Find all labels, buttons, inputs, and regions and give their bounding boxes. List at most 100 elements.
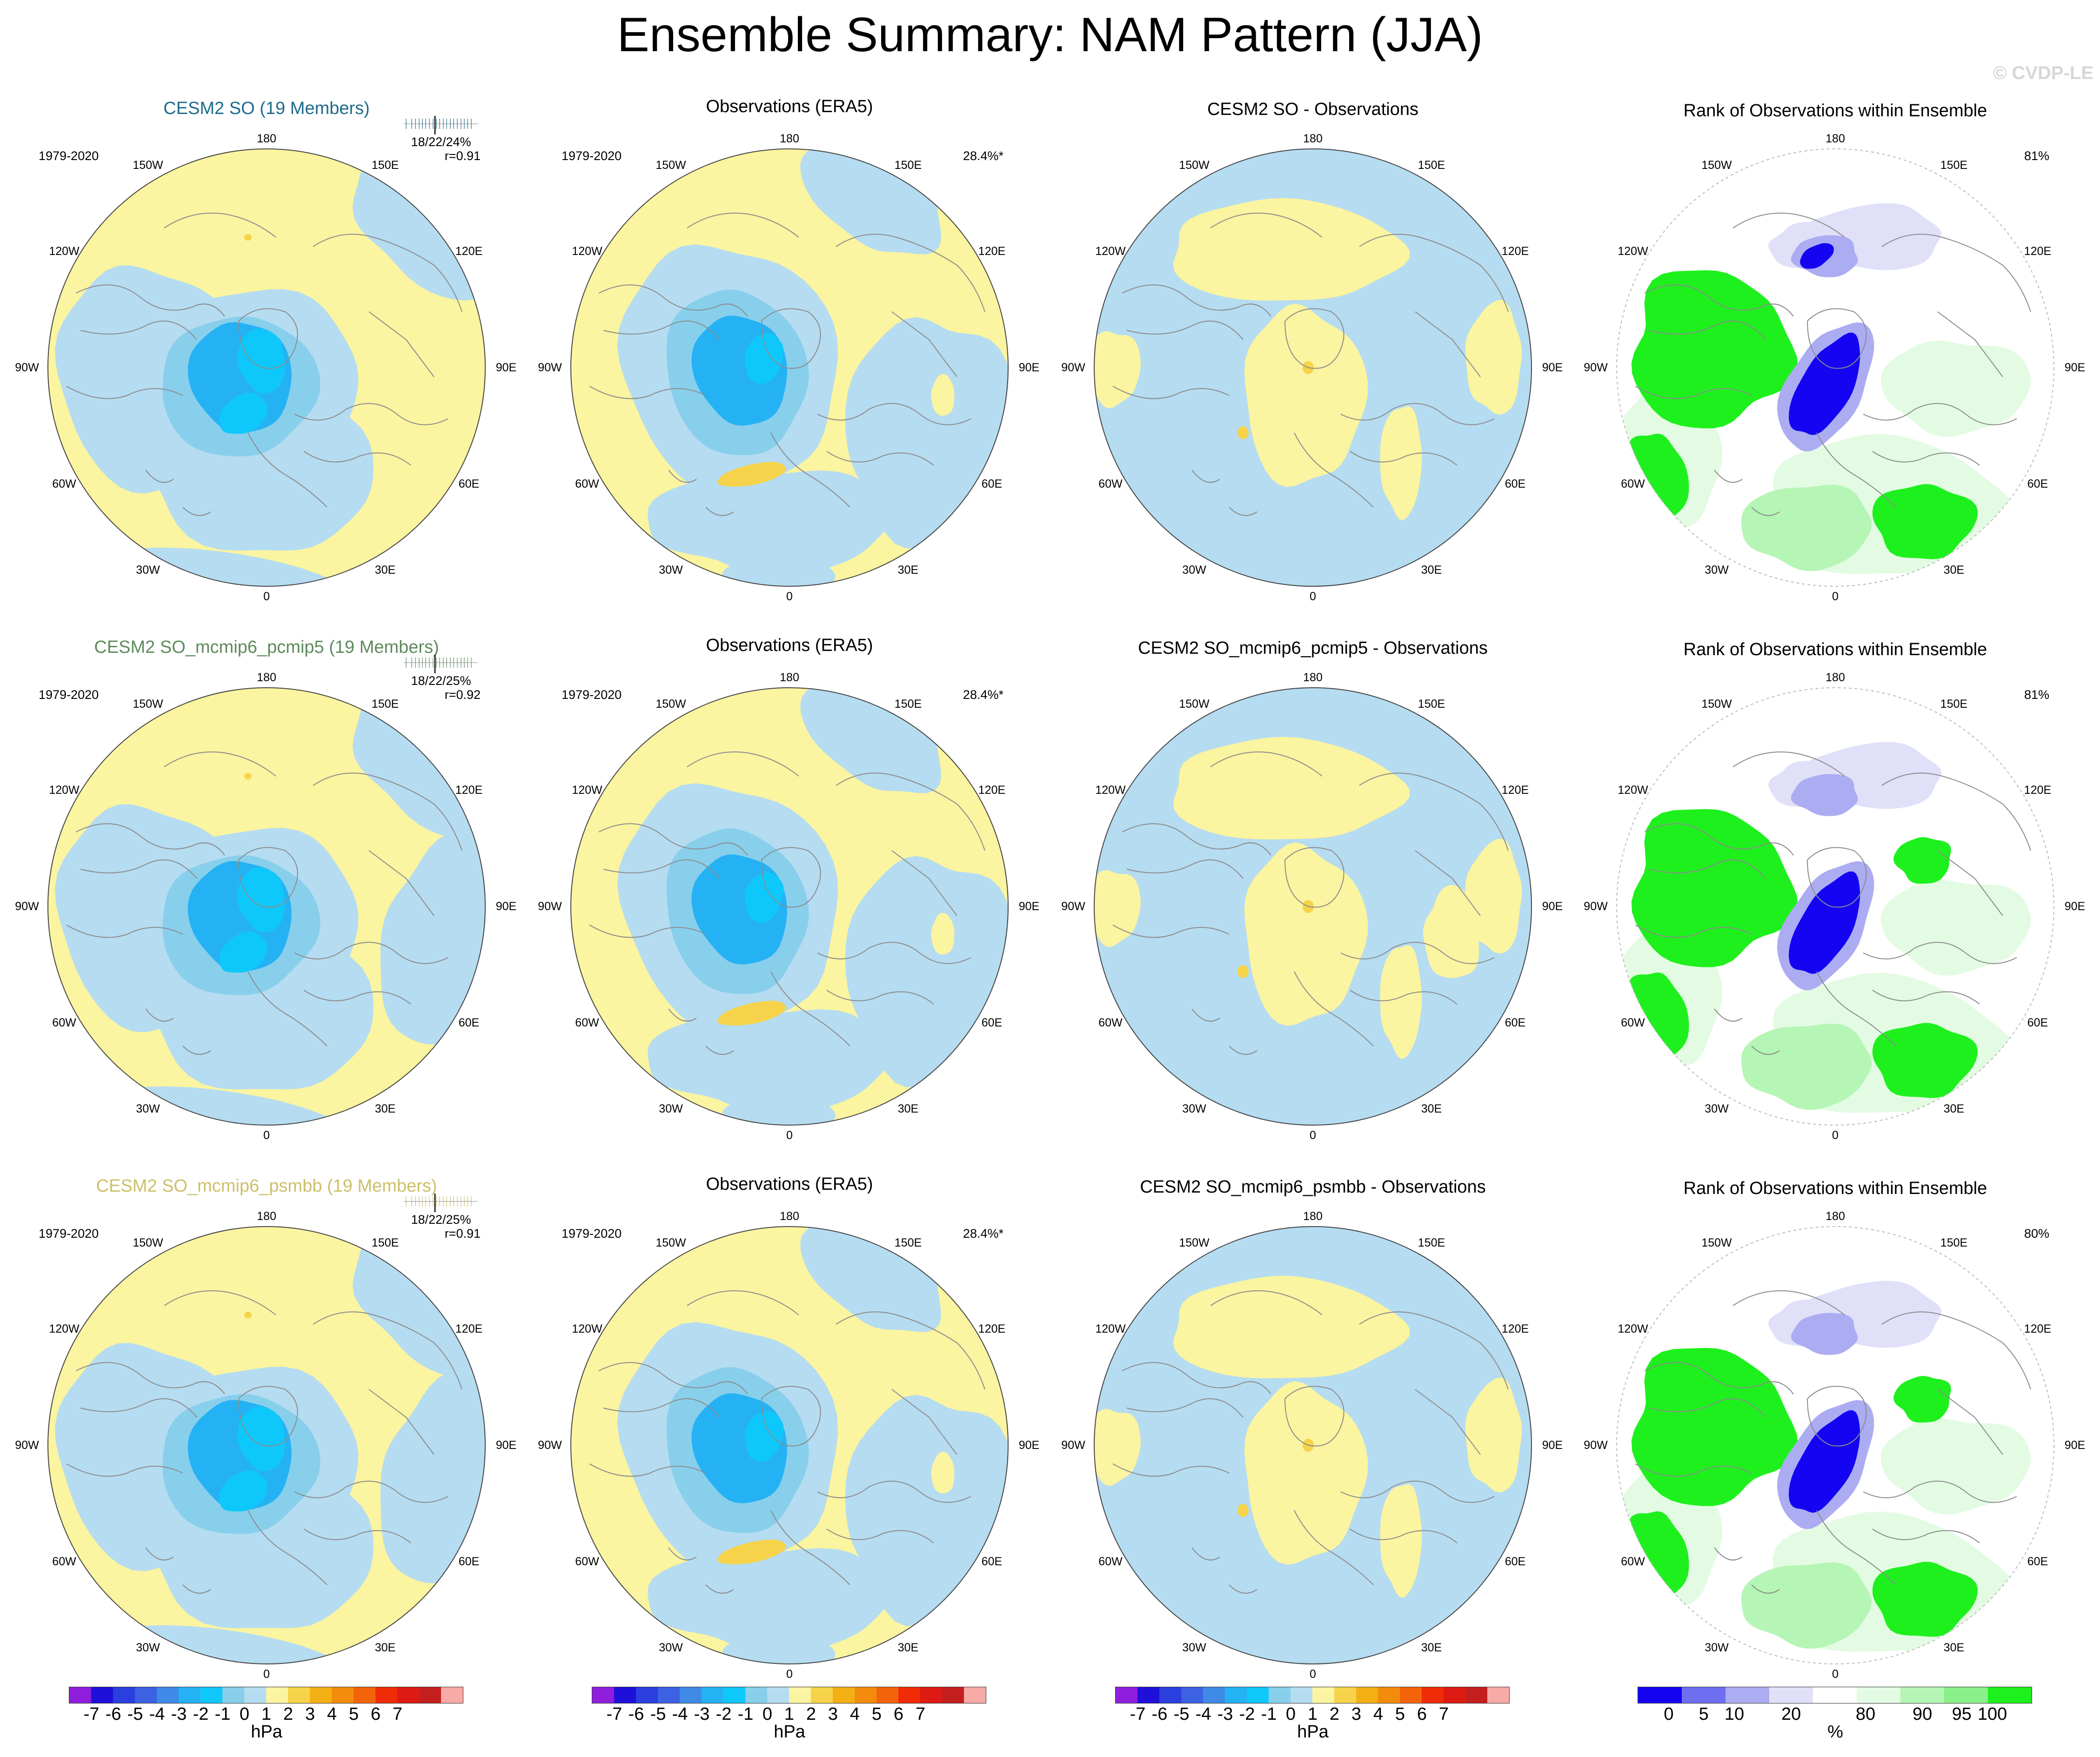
rank-map-row-3	[1616, 1226, 2054, 1664]
colorbar-tick-label: 7	[915, 1704, 926, 1724]
colorbar-tick-label: 5	[1395, 1704, 1405, 1724]
lon-label-120e: 120E	[455, 1322, 483, 1335]
colorbar-tick-label: 7	[392, 1704, 403, 1724]
colorbar-box	[1769, 1687, 1813, 1703]
colorbar-box	[419, 1687, 441, 1703]
lon-label-0: 0	[263, 1668, 270, 1681]
colorbar-box	[288, 1687, 310, 1703]
lon-label-90w: 90W	[1584, 1439, 1608, 1452]
lon-label-30e: 30E	[375, 1641, 396, 1654]
variance-explained: 28.4%*	[963, 688, 1003, 702]
colorbar-tick-label: -6	[628, 1704, 644, 1724]
coastline	[1807, 308, 1867, 369]
colorbar-box	[354, 1687, 375, 1703]
negative-region	[648, 470, 890, 577]
lon-label-90e: 90E	[1018, 1439, 1040, 1452]
coastline	[80, 321, 197, 340]
colorbar-box	[811, 1687, 833, 1703]
positive-region	[1173, 1275, 1410, 1378]
figure-title: Ensemble Summary: NAM Pattern (JJA)	[617, 8, 1483, 62]
colorbar-box	[702, 1687, 723, 1703]
rank-title: Rank of Observations within Ensemble	[1683, 101, 1987, 121]
colorbar-tick-label: 1	[261, 1704, 272, 1724]
positive-region	[1094, 331, 1141, 409]
coastline	[1816, 1510, 1896, 1585]
coastline	[368, 850, 435, 916]
member-spread-svg	[404, 655, 478, 673]
map-border	[570, 148, 1009, 587]
obs-map-row-1	[570, 148, 1009, 587]
colorbar-box	[113, 1687, 135, 1703]
coastline	[368, 311, 435, 377]
coastline	[1881, 1311, 2031, 1390]
lon-label-30e: 30E	[897, 1641, 919, 1654]
coastline	[1340, 942, 1495, 964]
lon-label-30w: 30W	[1705, 1641, 1729, 1654]
member-spread-strip	[401, 653, 481, 676]
coastline	[1191, 1547, 1257, 1594]
coastline	[1284, 308, 1344, 369]
lon-label-180: 180	[257, 671, 276, 684]
pattern-correlation: r=0.92	[444, 688, 481, 702]
period-label: 1979-2020	[39, 688, 99, 702]
colorbar-box	[745, 1687, 767, 1703]
colorbar-tick-label: -3	[171, 1704, 187, 1724]
lon-label-60w: 60W	[52, 1016, 76, 1029]
lon-label-90e: 90E	[1018, 900, 1040, 913]
colorbar-box	[397, 1687, 419, 1703]
lon-label-90e: 90E	[1542, 361, 1563, 374]
colorbar-box	[1225, 1687, 1247, 1703]
colorbar-tick-label: 0	[1285, 1704, 1296, 1724]
coastline	[836, 772, 985, 851]
coastline	[1122, 823, 1271, 856]
coastline	[1122, 284, 1271, 317]
lon-label-150w: 150W	[655, 697, 686, 711]
rank-colorbar-tick-label: 10	[1724, 1704, 1745, 1724]
coastline	[1294, 971, 1374, 1046]
colorbar-box	[1247, 1687, 1269, 1703]
coastline	[687, 751, 799, 777]
lon-label-60w: 60W	[1621, 477, 1645, 490]
coastline	[589, 386, 706, 399]
coastline	[164, 1290, 276, 1315]
lon-label-60w: 60W	[575, 1016, 599, 1029]
coastline	[313, 1311, 462, 1390]
rank-0-5	[1800, 243, 1834, 269]
lon-label-90w: 90W	[1061, 900, 1085, 913]
negative-region	[648, 1548, 890, 1655]
model-title: CESM2 SO (19 Members)	[163, 99, 370, 118]
positive-contour-1hpa	[1237, 1504, 1249, 1517]
coastline	[1359, 1311, 1509, 1390]
colorbar-tick-label: 3	[305, 1704, 315, 1724]
lon-label-90e: 90E	[495, 1439, 517, 1452]
colorbar-box	[767, 1687, 789, 1703]
coastline	[891, 311, 957, 377]
lon-label-60w: 60W	[1098, 477, 1123, 490]
lon-label-60w: 60W	[575, 477, 599, 490]
coastline	[817, 942, 971, 964]
negative-region	[722, 550, 836, 586]
rank-95-100	[1893, 837, 1951, 884]
coastline	[603, 1398, 720, 1418]
colorbar-box	[855, 1687, 876, 1703]
lon-label-60e: 60E	[981, 1555, 1003, 1568]
lon-label-30w: 30W	[136, 1102, 160, 1115]
lon-label-120w: 120W	[49, 1322, 80, 1335]
lon-label-0: 0	[786, 590, 793, 603]
lon-label-90w: 90W	[15, 1439, 39, 1452]
coastline	[891, 850, 957, 916]
coastline	[303, 990, 411, 1005]
lon-label-60e: 60E	[981, 477, 1003, 490]
contour-4hpa	[237, 329, 285, 394]
lon-label-120e: 120E	[978, 784, 1006, 797]
colorbar-tick-label: -1	[737, 1704, 754, 1724]
map-border	[1094, 148, 1532, 587]
coastline	[761, 847, 821, 908]
colorbar-box	[1378, 1687, 1400, 1703]
rank-90-95	[1741, 1562, 1872, 1649]
coastline	[1284, 1386, 1344, 1447]
coastline	[668, 1008, 734, 1055]
coastline	[668, 469, 734, 516]
colorbar-box	[1291, 1687, 1312, 1703]
